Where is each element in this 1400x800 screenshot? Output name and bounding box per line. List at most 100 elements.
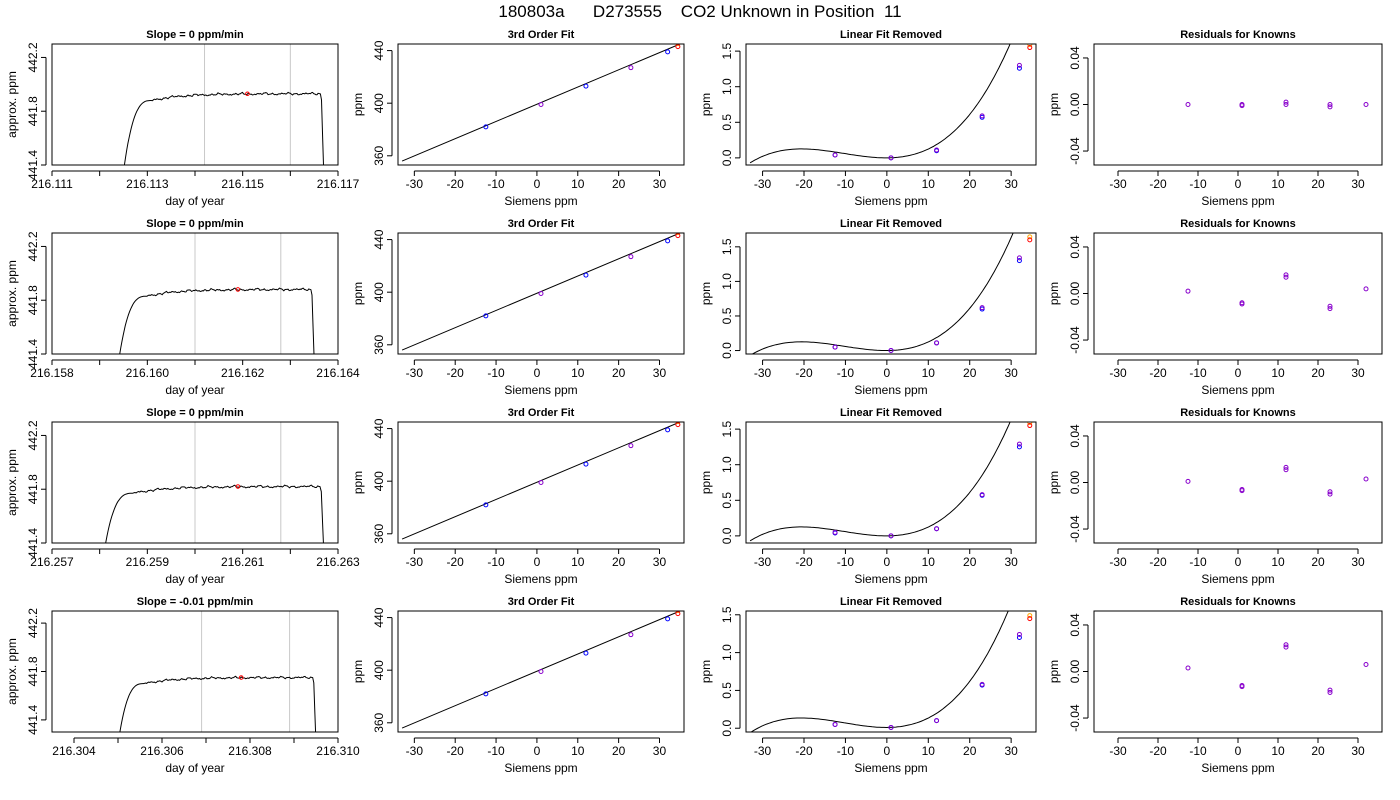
unknown-point <box>675 44 681 47</box>
data-point <box>1283 102 1289 107</box>
x-tick-label: 30 <box>1004 744 1018 758</box>
data-point <box>888 155 894 161</box>
y-axis-label: ppm <box>1047 282 1061 305</box>
y-tick-label: 360 <box>372 334 386 354</box>
data-point <box>1016 634 1022 640</box>
x-tick-label: 30 <box>1004 366 1018 380</box>
plot-frame <box>1093 232 1383 355</box>
concentration-trace <box>105 484 324 543</box>
y-tick-label: 360 <box>372 145 386 165</box>
data-point <box>934 718 940 724</box>
x-axis-label: day of year <box>165 383 224 397</box>
unknown-point <box>1027 44 1033 48</box>
y-tick-label: 0.5 <box>720 492 734 509</box>
x-tick-label: 10 <box>922 366 936 380</box>
data-point <box>1239 301 1245 307</box>
data-point <box>1283 467 1289 473</box>
data-point <box>665 427 671 433</box>
x-axis-label: Siemens ppm <box>854 572 927 586</box>
data-point <box>934 526 940 532</box>
x-tick-label: 30 <box>1351 555 1365 569</box>
panel-title: Linear Fit Removed <box>840 29 942 41</box>
data-point <box>1363 286 1369 292</box>
panel-title: Linear Fit Removed <box>840 407 942 419</box>
x-tick-label: -10 <box>487 555 505 569</box>
x-tick-label: 0 <box>534 744 541 758</box>
x-tick-label: 30 <box>1004 177 1018 191</box>
x-tick-label: -30 <box>1109 555 1127 569</box>
data-point <box>538 291 544 296</box>
plot-frame <box>397 610 685 733</box>
data-point <box>1239 684 1245 690</box>
x-tick-label: 216.162 <box>221 366 265 380</box>
x-tick-label: 0 <box>534 555 541 569</box>
y-axis-label: ppm <box>699 660 713 683</box>
plot-area <box>1185 272 1369 312</box>
panel-title: Slope = -0.01 ppm/min <box>137 596 254 608</box>
concentration-trace <box>123 91 324 165</box>
y-tick-label: -0.04 <box>1068 137 1082 165</box>
y-tick-label: 0.5 <box>720 682 734 699</box>
plot-frame <box>1093 610 1383 733</box>
data-point <box>538 480 544 485</box>
data-point <box>1327 303 1333 309</box>
x-tick-label: 20 <box>1311 744 1325 758</box>
y-tick-label: 1.0 <box>720 78 734 95</box>
panel-title: Linear Fit Removed <box>840 596 942 608</box>
y-tick-label: 400 <box>372 93 386 113</box>
y-axis-label: approx. ppm <box>5 260 19 327</box>
panel-r1-c1: 3rd Order Fit -30 -20 -10 0 10 20 30 Siemens ppm… <box>351 218 685 397</box>
x-tick-label: 30 <box>653 555 667 569</box>
y-tick-label: 0.0 <box>720 342 734 359</box>
x-axis-label: Siemens ppm <box>1201 761 1274 775</box>
y-tick-label: 442.2 <box>26 420 40 450</box>
x-tick-label: 216.304 <box>52 744 96 758</box>
y-tick-label: 440 <box>372 229 386 249</box>
data-point <box>1185 102 1191 107</box>
panel-r1-c3: Residuals for Knowns -30 -20 -10 0 10 20 30 Siem… <box>1047 218 1383 397</box>
plot-frame <box>1093 43 1383 166</box>
data-point <box>483 691 489 697</box>
data-point <box>979 492 985 498</box>
x-tick-label: 10 <box>922 555 936 569</box>
x-tick-label: 0 <box>1235 555 1242 569</box>
x-tick-label: -20 <box>1149 366 1167 380</box>
x-tick-label: 30 <box>1351 744 1365 758</box>
x-tick-label: -30 <box>406 744 424 758</box>
data-point <box>1239 488 1245 494</box>
x-tick-label: 20 <box>612 744 626 758</box>
y-axis-label: ppm <box>1047 660 1061 683</box>
x-tick-label: -30 <box>1109 744 1127 758</box>
data-point <box>979 305 985 311</box>
x-tick-label: -20 <box>1149 744 1167 758</box>
x-tick-label: -20 <box>795 366 813 380</box>
y-axis-label: approx. ppm <box>5 71 19 138</box>
plot-area <box>401 422 681 540</box>
plot-area <box>401 44 681 162</box>
x-tick-label: -30 <box>406 177 424 191</box>
x-tick-label: -20 <box>447 177 465 191</box>
y-tick-label: 1.5 <box>720 420 734 437</box>
x-tick-label: 0 <box>1235 744 1242 758</box>
plot-frame <box>1093 421 1383 544</box>
x-tick-label: 216.113 <box>126 177 169 191</box>
panel-r2-c1: 3rd Order Fit -30 -20 -10 0 10 20 30 Siemens ppm… <box>351 407 685 586</box>
x-axis-label: Siemens ppm <box>1201 383 1274 397</box>
x-tick-label: -10 <box>1189 555 1207 569</box>
y-axis-label: approx. ppm <box>5 449 19 516</box>
fit-curve <box>749 44 1011 164</box>
fit-curve <box>750 611 1009 732</box>
x-axis-label: day of year <box>165 194 224 208</box>
x-tick-label: 20 <box>612 555 626 569</box>
data-point <box>628 632 634 638</box>
y-tick-label: 442.2 <box>26 42 40 72</box>
data-point <box>538 669 544 674</box>
concentration-trace <box>119 675 317 732</box>
x-tick-label: 10 <box>1271 177 1285 191</box>
data-point <box>1016 255 1022 261</box>
x-tick-label: 20 <box>1311 177 1325 191</box>
data-point <box>1185 288 1191 294</box>
panel-r2-c0: Slope = 0 ppm/min 216.257 216.259 216.261 21… <box>5 407 360 586</box>
unknown-point <box>1027 234 1033 240</box>
data-point <box>665 49 671 55</box>
